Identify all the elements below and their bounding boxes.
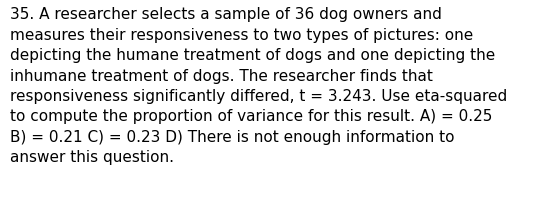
Text: 35. A researcher selects a sample of 36 dog owners and
measures their responsive: 35. A researcher selects a sample of 36 … [10, 7, 507, 165]
